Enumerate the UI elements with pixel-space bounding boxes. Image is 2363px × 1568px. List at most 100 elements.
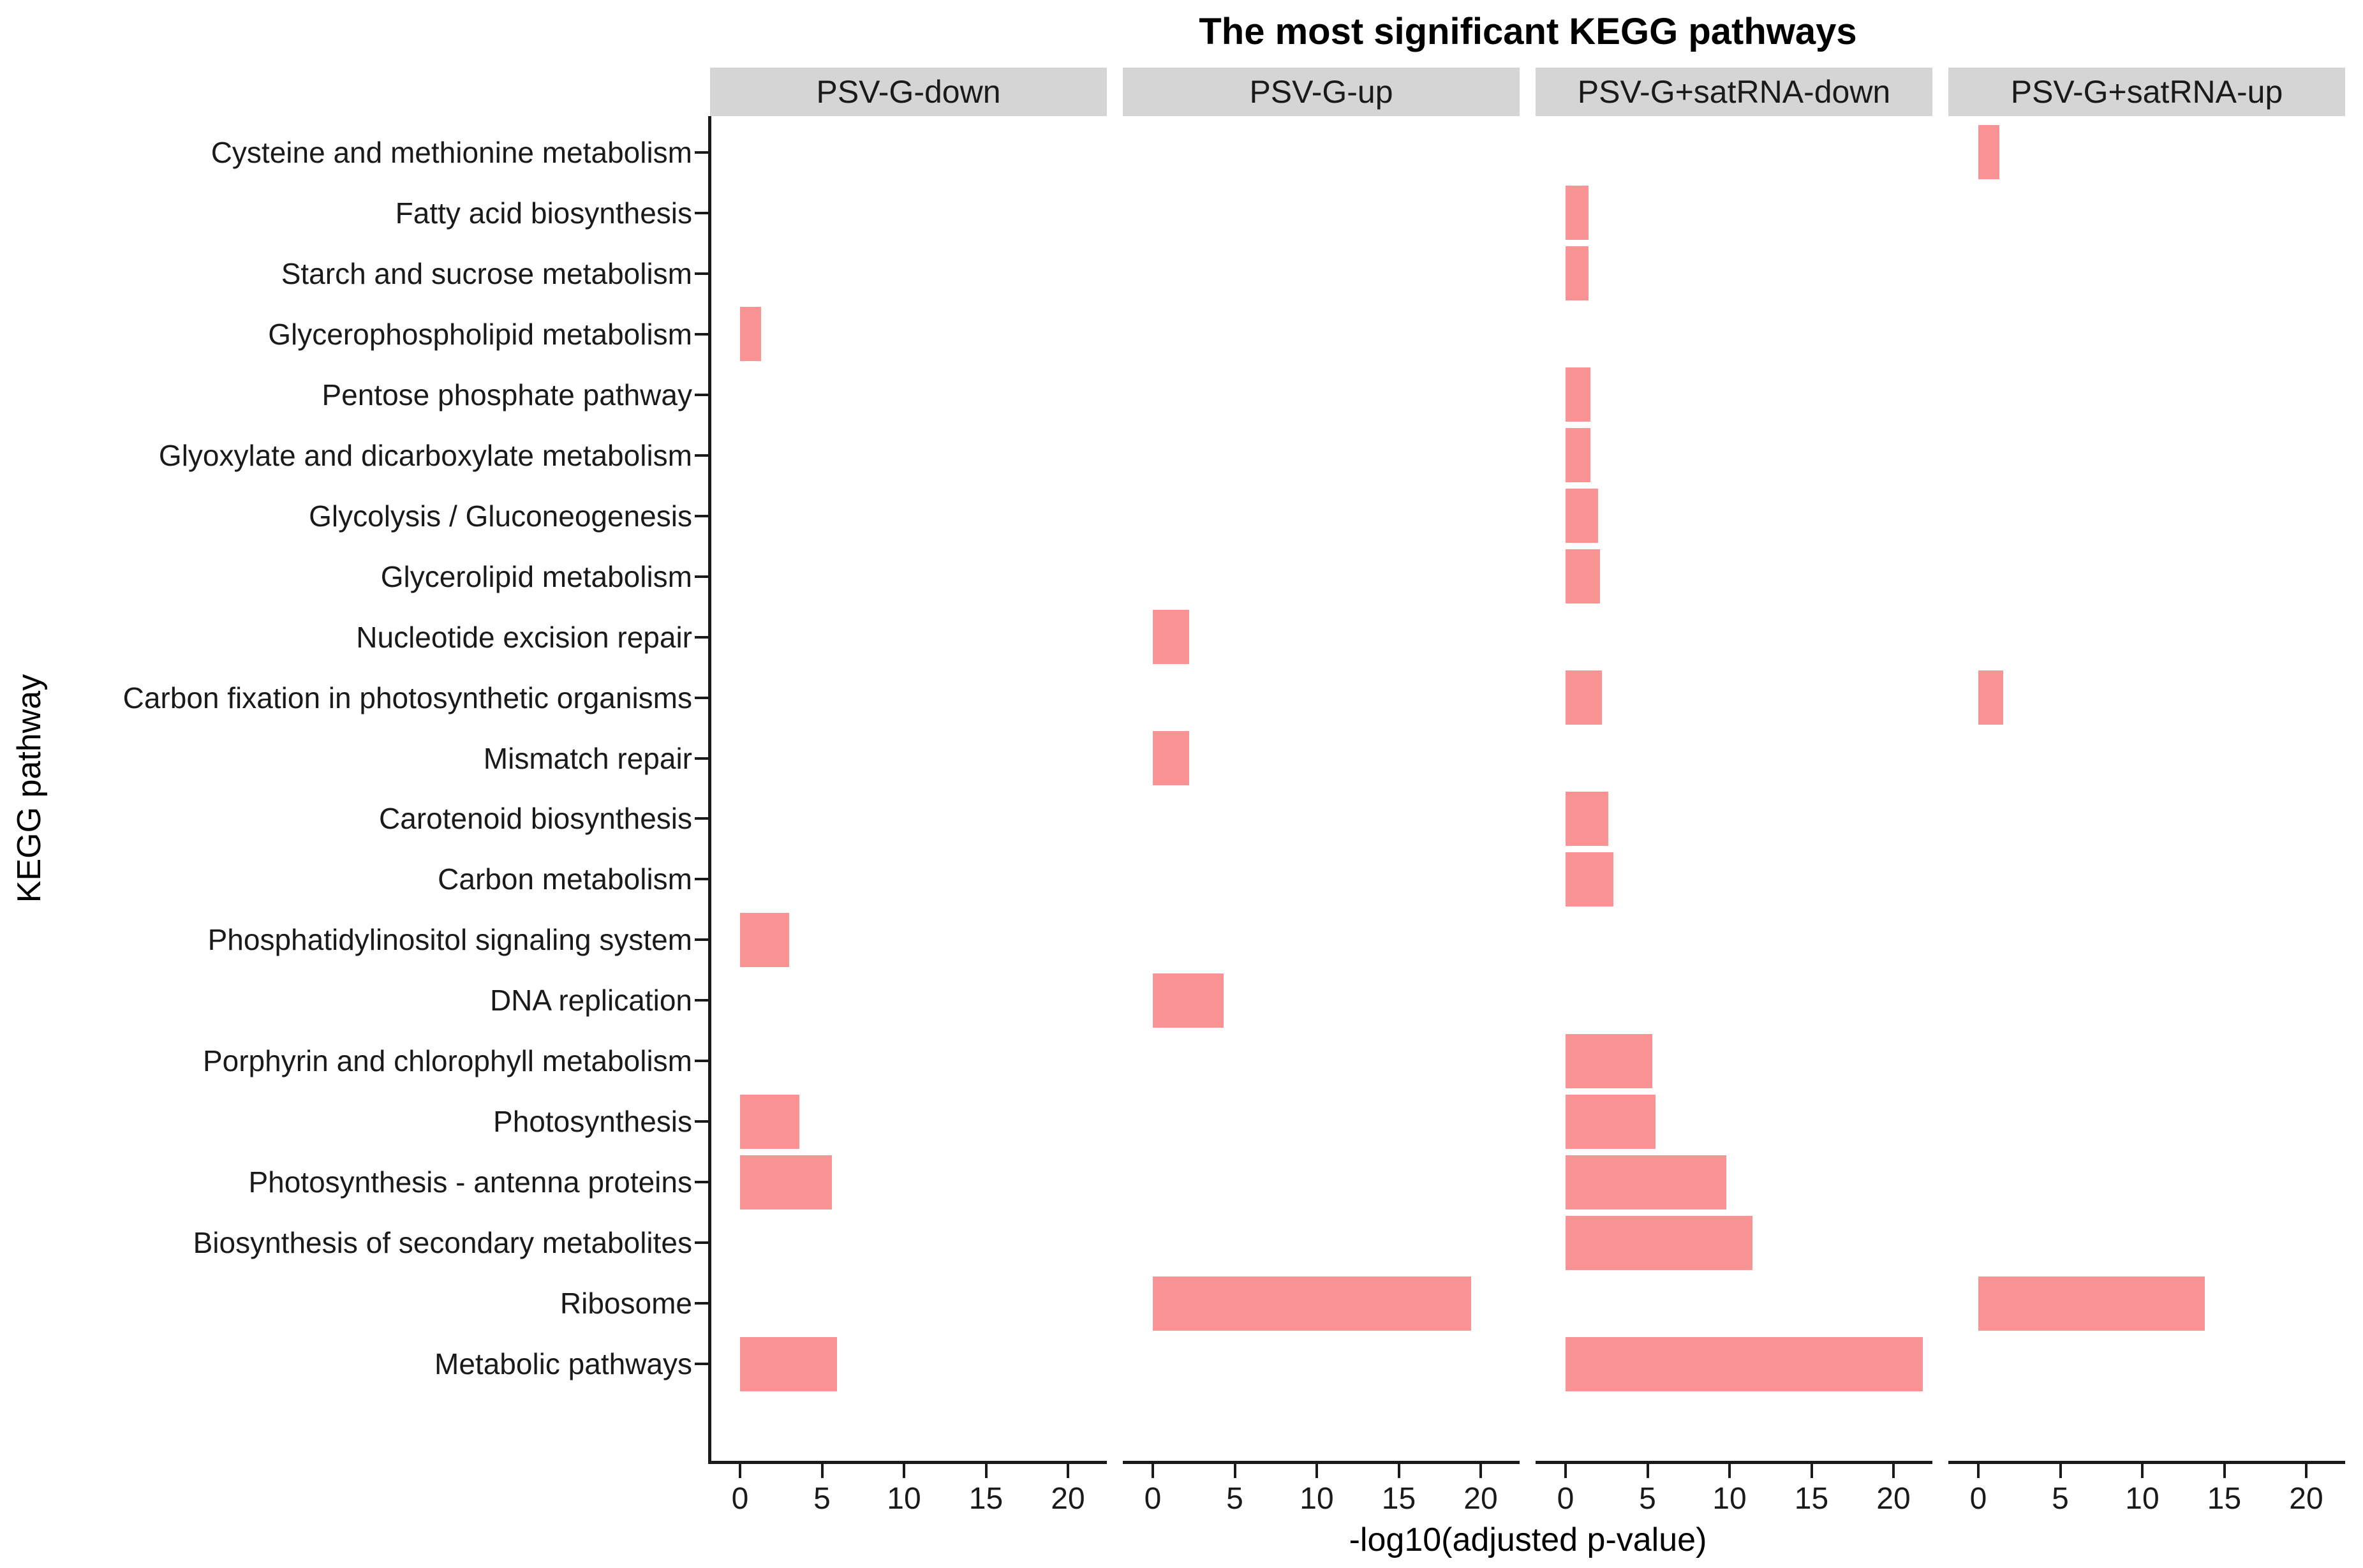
x-axis-line [710,1461,1107,1464]
x-axis-tick-mark [1152,1464,1154,1478]
facet-strip-label: PSV-G+satRNA-down [1577,74,1891,110]
y-axis-tick-mark [695,1181,709,1184]
x-axis-tick-label: 10 [2125,1482,2159,1516]
bar [1566,186,1589,240]
x-axis-tick-label: 5 [1226,1482,1243,1516]
y-axis-label: Nucleotide excision repair [356,620,692,654]
x-axis-tick-mark [739,1464,741,1478]
x-axis-tick-label: 20 [1876,1482,1911,1516]
bar [1566,670,1602,725]
bar [1978,1276,2205,1331]
y-axis-tick-mark [695,999,709,1002]
x-axis-tick-label: 10 [1712,1482,1747,1516]
bar [1978,125,1999,179]
bar [1566,428,1590,482]
bar [1153,973,1224,1028]
bar [1566,1155,1726,1209]
y-axis-tick-mark [695,332,709,336]
bar [1566,852,1613,906]
y-axis-tick-mark [695,1060,709,1063]
x-axis-tick-mark [1646,1464,1649,1478]
facet-strip: PSV-G-down [710,68,1107,116]
y-axis-label: Glyoxylate and dicarboxylate metabolism [158,438,692,472]
bar [1566,1337,1923,1391]
x-axis-tick-label: 20 [1051,1482,1085,1516]
y-axis-label: Carotenoid biosynthesis [379,802,692,836]
x-axis-tick-mark [1977,1464,1980,1478]
y-axis-line [708,116,711,1464]
y-axis-tick-mark [695,817,709,820]
y-axis-label: Photosynthesis [493,1105,692,1139]
facet-strip: PSV-G+satRNA-down [1536,68,1932,116]
x-axis-tick-mark [1810,1464,1813,1478]
x-axis-tick-mark [2223,1464,2226,1478]
y-axis-tick-mark [695,1241,709,1245]
bar [1978,670,2003,725]
facet-strip-label: PSV-G+satRNA-up [2010,74,2283,110]
x-axis-tick-mark [903,1464,905,1478]
bar [1153,610,1189,664]
x-axis-tick-label: 5 [1639,1482,1656,1516]
x-axis-tick-label: 15 [2207,1482,2242,1516]
y-axis-tick-mark [695,151,709,154]
x-axis-tick-mark [1397,1464,1400,1478]
bar [1566,367,1590,422]
x-axis-line [1123,1461,1520,1464]
x-axis-tick-label: 20 [1463,1482,1498,1516]
bar [1566,1095,1656,1149]
bar [740,913,789,967]
y-axis-tick-mark [695,635,709,639]
y-axis-tick-mark [695,757,709,760]
y-axis-label: DNA replication [489,984,692,1017]
y-axis-label: Glycerolipid metabolism [380,559,692,593]
x-axis-tick-label: 0 [1557,1482,1574,1516]
x-axis-tick-mark [2059,1464,2062,1478]
x-axis-tick-label: 10 [1300,1482,1334,1516]
bar [740,1095,799,1149]
facet-strip-label: PSV-G-down [816,74,1001,110]
x-axis-tick-label: 5 [2052,1482,2069,1516]
x-axis-tick-mark [1564,1464,1567,1478]
y-axis-label: Starch and sucrose metabolism [281,256,692,290]
bar [1566,489,1598,543]
y-axis-label: Metabolic pathways [434,1347,692,1381]
y-axis-label: Cysteine and methionine metabolism [211,135,692,169]
bar [740,1155,832,1209]
bar [1566,549,1600,603]
x-axis-tick-label: 5 [813,1482,831,1516]
facet-strip: PSV-G+satRNA-up [1948,68,2345,116]
x-axis-tick-mark [1728,1464,1731,1478]
x-axis-tick-mark [1067,1464,1069,1478]
x-axis-tick-label: 0 [731,1482,749,1516]
bar [1566,1034,1652,1088]
x-axis-tick-label: 15 [1381,1482,1416,1516]
facet-strip-label: PSV-G-up [1249,74,1393,110]
y-axis-tick-mark [695,878,709,881]
y-axis-label: Porphyrin and chlorophyll metabolism [202,1044,692,1078]
y-axis-tick-mark [695,454,709,457]
x-axis-title: -log10(adjusted p-value) [1349,1521,1707,1558]
bar [1153,731,1189,785]
y-axis-tick-mark [695,272,709,275]
y-axis-tick-mark [695,514,709,517]
x-axis-tick-label: 20 [2289,1482,2323,1516]
y-axis-label: Fatty acid biosynthesis [395,196,692,230]
y-axis-label: Carbon metabolism [438,862,692,896]
x-axis-line [1948,1461,2345,1464]
y-axis-tick-mark [695,1363,709,1366]
x-axis-tick-label: 0 [1969,1482,1987,1516]
x-axis-line [1536,1461,1932,1464]
bar [1566,792,1608,846]
x-axis-tick-mark [1315,1464,1318,1478]
x-axis-tick-label: 10 [887,1482,921,1516]
y-axis-tick-mark [695,575,709,578]
bar [740,1337,837,1391]
y-axis-tick-mark [695,1302,709,1305]
x-axis-tick-mark [2141,1464,2144,1478]
y-axis-label: Pentose phosphate pathway [322,378,692,411]
y-axis-label: Phosphatidylinositol signaling system [207,923,692,957]
y-axis-label: Carbon fixation in photosynthetic organi… [122,681,692,714]
y-axis-tick-mark [695,1120,709,1123]
y-axis-tick-mark [695,211,709,214]
